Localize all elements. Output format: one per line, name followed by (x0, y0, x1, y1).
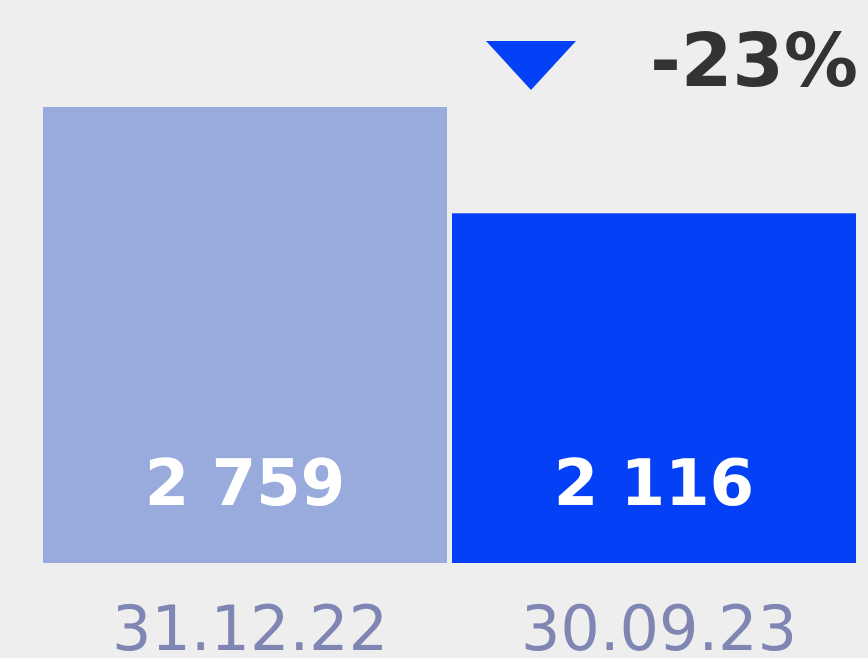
change-annotation: -23% (650, 18, 858, 104)
category-label: 31.12.22 (112, 592, 388, 658)
bar (43, 107, 447, 563)
value-label: 2 116 (554, 447, 754, 521)
down-arrow (486, 41, 576, 90)
bar (452, 213, 856, 563)
value-label: 2 759 (145, 447, 345, 521)
category-label: 30.09.23 (521, 592, 797, 658)
